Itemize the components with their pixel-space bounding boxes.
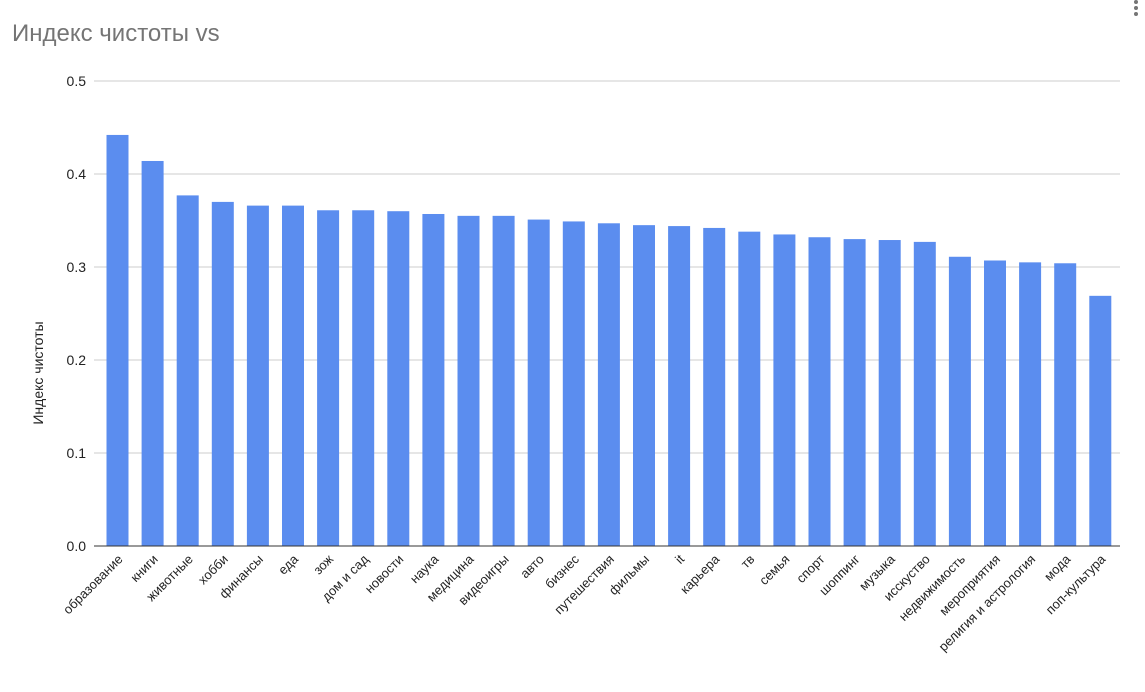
bar bbox=[422, 213, 445, 547]
bar bbox=[633, 225, 655, 546]
bar bbox=[282, 205, 304, 546]
x-tick-label: карьера bbox=[677, 551, 723, 597]
bar bbox=[211, 201, 234, 546]
bar bbox=[808, 237, 831, 547]
bar bbox=[457, 215, 480, 546]
x-tick-label: мода bbox=[1041, 551, 1074, 584]
x-tick-label: зож bbox=[310, 551, 336, 577]
x-tick-label: еда bbox=[275, 551, 302, 578]
bar bbox=[492, 215, 515, 546]
bar bbox=[668, 226, 691, 546]
y-tick-label: 0.3 bbox=[67, 259, 87, 275]
bar bbox=[913, 241, 936, 546]
y-tick-label: 0.0 bbox=[67, 538, 87, 554]
bar bbox=[1019, 262, 1042, 546]
bar bbox=[703, 227, 726, 546]
x-tick-label: тв bbox=[738, 551, 758, 571]
bar bbox=[317, 210, 340, 546]
bar bbox=[106, 134, 129, 546]
bar bbox=[352, 210, 375, 546]
y-tick-label: 0.1 bbox=[67, 445, 87, 461]
x-tick-label: образование bbox=[60, 552, 126, 618]
bar bbox=[738, 231, 761, 546]
bar bbox=[878, 240, 901, 546]
bar bbox=[246, 205, 269, 546]
bar bbox=[141, 160, 164, 547]
more-vert-icon[interactable] bbox=[1133, 0, 1139, 20]
y-tick-label: 0.5 bbox=[67, 73, 87, 89]
bar bbox=[1089, 295, 1112, 546]
x-tick-label: авто bbox=[517, 552, 547, 582]
bar bbox=[387, 211, 410, 546]
bar bbox=[773, 234, 796, 546]
x-tick-label: семья bbox=[756, 552, 792, 588]
bar bbox=[562, 221, 585, 546]
bar bbox=[948, 256, 971, 546]
x-tick-label: it bbox=[672, 551, 687, 566]
y-tick-label: 0.2 bbox=[67, 352, 87, 368]
bar bbox=[527, 219, 550, 546]
bar bbox=[1054, 263, 1077, 546]
x-tick-label: новости bbox=[362, 552, 407, 597]
bar bbox=[176, 195, 199, 546]
bar bbox=[843, 239, 866, 546]
y-tick-label: 0.4 bbox=[67, 166, 87, 182]
chart-title: Индекс чистоты vs bbox=[12, 20, 220, 47]
bar bbox=[984, 260, 1006, 546]
bar bbox=[597, 223, 620, 547]
